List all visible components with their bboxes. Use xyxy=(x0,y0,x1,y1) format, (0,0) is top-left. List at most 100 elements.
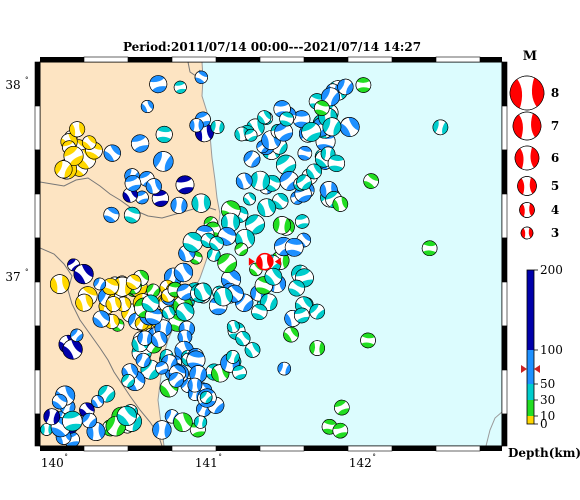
depth-tick-label: 100 xyxy=(540,343,563,357)
magnitude-legend-label: 8 xyxy=(551,86,559,100)
event-mechanism xyxy=(293,307,310,324)
event-mechanism xyxy=(137,330,153,346)
event-mechanism xyxy=(168,372,184,388)
event-mechanism xyxy=(243,192,256,206)
event-mechanism xyxy=(105,296,122,312)
event-mechanism xyxy=(193,282,212,301)
event-mechanism xyxy=(124,175,142,192)
event-mechanism xyxy=(272,216,292,235)
event-mechanism xyxy=(191,193,211,213)
event-mechanism xyxy=(141,294,160,313)
depth-band xyxy=(527,400,534,416)
event-mechanism xyxy=(49,274,70,294)
event-mechanism xyxy=(244,128,258,142)
event-mechanism xyxy=(220,212,240,232)
event-mechanism xyxy=(103,144,121,162)
event-mechanism xyxy=(151,189,169,207)
magnitude-legend-ball xyxy=(512,111,542,141)
event-mechanism xyxy=(43,408,61,426)
event-mechanism xyxy=(182,232,203,253)
event-mechanism xyxy=(62,339,83,360)
event-mechanism xyxy=(199,391,213,404)
event-mechanism xyxy=(101,278,119,296)
event-mechanism xyxy=(283,326,299,343)
event-mechanism xyxy=(321,87,340,107)
event-mechanism xyxy=(363,173,379,189)
event-mechanism xyxy=(175,175,195,195)
event-mechanism xyxy=(355,77,372,93)
event-mechanism xyxy=(332,422,349,439)
event-mechanism xyxy=(277,361,291,376)
event-mechanism xyxy=(295,214,310,229)
event-mechanism xyxy=(234,242,248,256)
event-mechanism xyxy=(93,277,107,291)
event-mechanism xyxy=(135,352,151,368)
event-mechanism xyxy=(145,178,162,195)
event-mechanism xyxy=(73,264,94,285)
event-mechanism xyxy=(301,121,322,142)
event-mechanism xyxy=(152,420,172,440)
event-mechanism xyxy=(155,361,169,375)
event-mechanism xyxy=(235,172,253,190)
event-mechanism xyxy=(75,293,94,312)
event-mechanism xyxy=(339,117,360,137)
magnitude-legend-ball xyxy=(519,202,535,218)
event-mechanism xyxy=(314,100,330,116)
degree-mark: ° xyxy=(372,453,376,461)
event-mechanism xyxy=(257,198,276,218)
degree-mark: ° xyxy=(25,268,29,276)
event-mechanism xyxy=(235,331,251,347)
lon-tick-label: 142 xyxy=(349,456,372,470)
event-mechanism xyxy=(213,287,233,307)
event-mechanism xyxy=(91,395,104,408)
highlighted-event xyxy=(248,252,281,271)
depth-band xyxy=(527,416,534,424)
depth-marker xyxy=(534,365,540,374)
event-mechanism xyxy=(225,349,240,364)
depth-tick-label: 30 xyxy=(540,393,555,407)
depth-band xyxy=(527,270,534,350)
event-mechanism xyxy=(130,134,150,153)
event-mechanism xyxy=(288,279,305,297)
event-mechanism xyxy=(284,237,304,257)
event-mechanism xyxy=(244,342,261,358)
lat-tick-label: 37 xyxy=(5,270,20,284)
magnitude-legend-label: 6 xyxy=(551,151,559,165)
event-mechanism xyxy=(226,320,240,334)
event-mechanism xyxy=(296,174,312,191)
event-mechanism xyxy=(250,170,270,191)
event-mechanism xyxy=(54,160,73,179)
event-mechanism xyxy=(173,412,193,433)
lon-tick-label: 141 xyxy=(195,456,218,470)
magnitude-legend-ball xyxy=(517,176,537,196)
event-mechanism xyxy=(360,332,376,349)
event-mechanism xyxy=(151,331,168,348)
depth-tick-label: 50 xyxy=(540,377,555,391)
magnitude-legend-label: 7 xyxy=(551,119,559,133)
event-mechanism xyxy=(81,412,98,429)
magnitude-legend-label: 4 xyxy=(551,203,559,217)
event-mechanism xyxy=(170,196,188,214)
event-mechanism xyxy=(297,145,313,161)
map-title: Period:2011/07/14 00:00---2021/07/14 14:… xyxy=(123,40,421,54)
event-mechanism xyxy=(264,267,283,286)
event-mechanism xyxy=(309,340,326,356)
event-mechanism xyxy=(432,119,449,136)
event-mechanism xyxy=(146,283,160,298)
event-mechanism xyxy=(51,393,68,410)
event-mechanism xyxy=(153,151,174,172)
depth-marker xyxy=(521,365,527,374)
event-mechanism xyxy=(173,80,187,94)
event-mechanism xyxy=(334,399,350,416)
event-mechanism xyxy=(175,302,195,322)
axis-ticks: 140 ° 141 ° 142 °38 °37 ° xyxy=(5,76,375,470)
event-mechanism xyxy=(155,125,173,143)
depth-color-bar: 010 30 50 100 200 Depth(km) xyxy=(508,263,580,460)
event-mechanism xyxy=(125,274,142,290)
magnitude-legend-ball xyxy=(514,145,540,171)
magnitude-legend-label: 3 xyxy=(551,226,559,240)
event-mechanism xyxy=(322,117,342,137)
event-mechanism xyxy=(121,374,135,388)
event-mechanism xyxy=(210,119,225,134)
